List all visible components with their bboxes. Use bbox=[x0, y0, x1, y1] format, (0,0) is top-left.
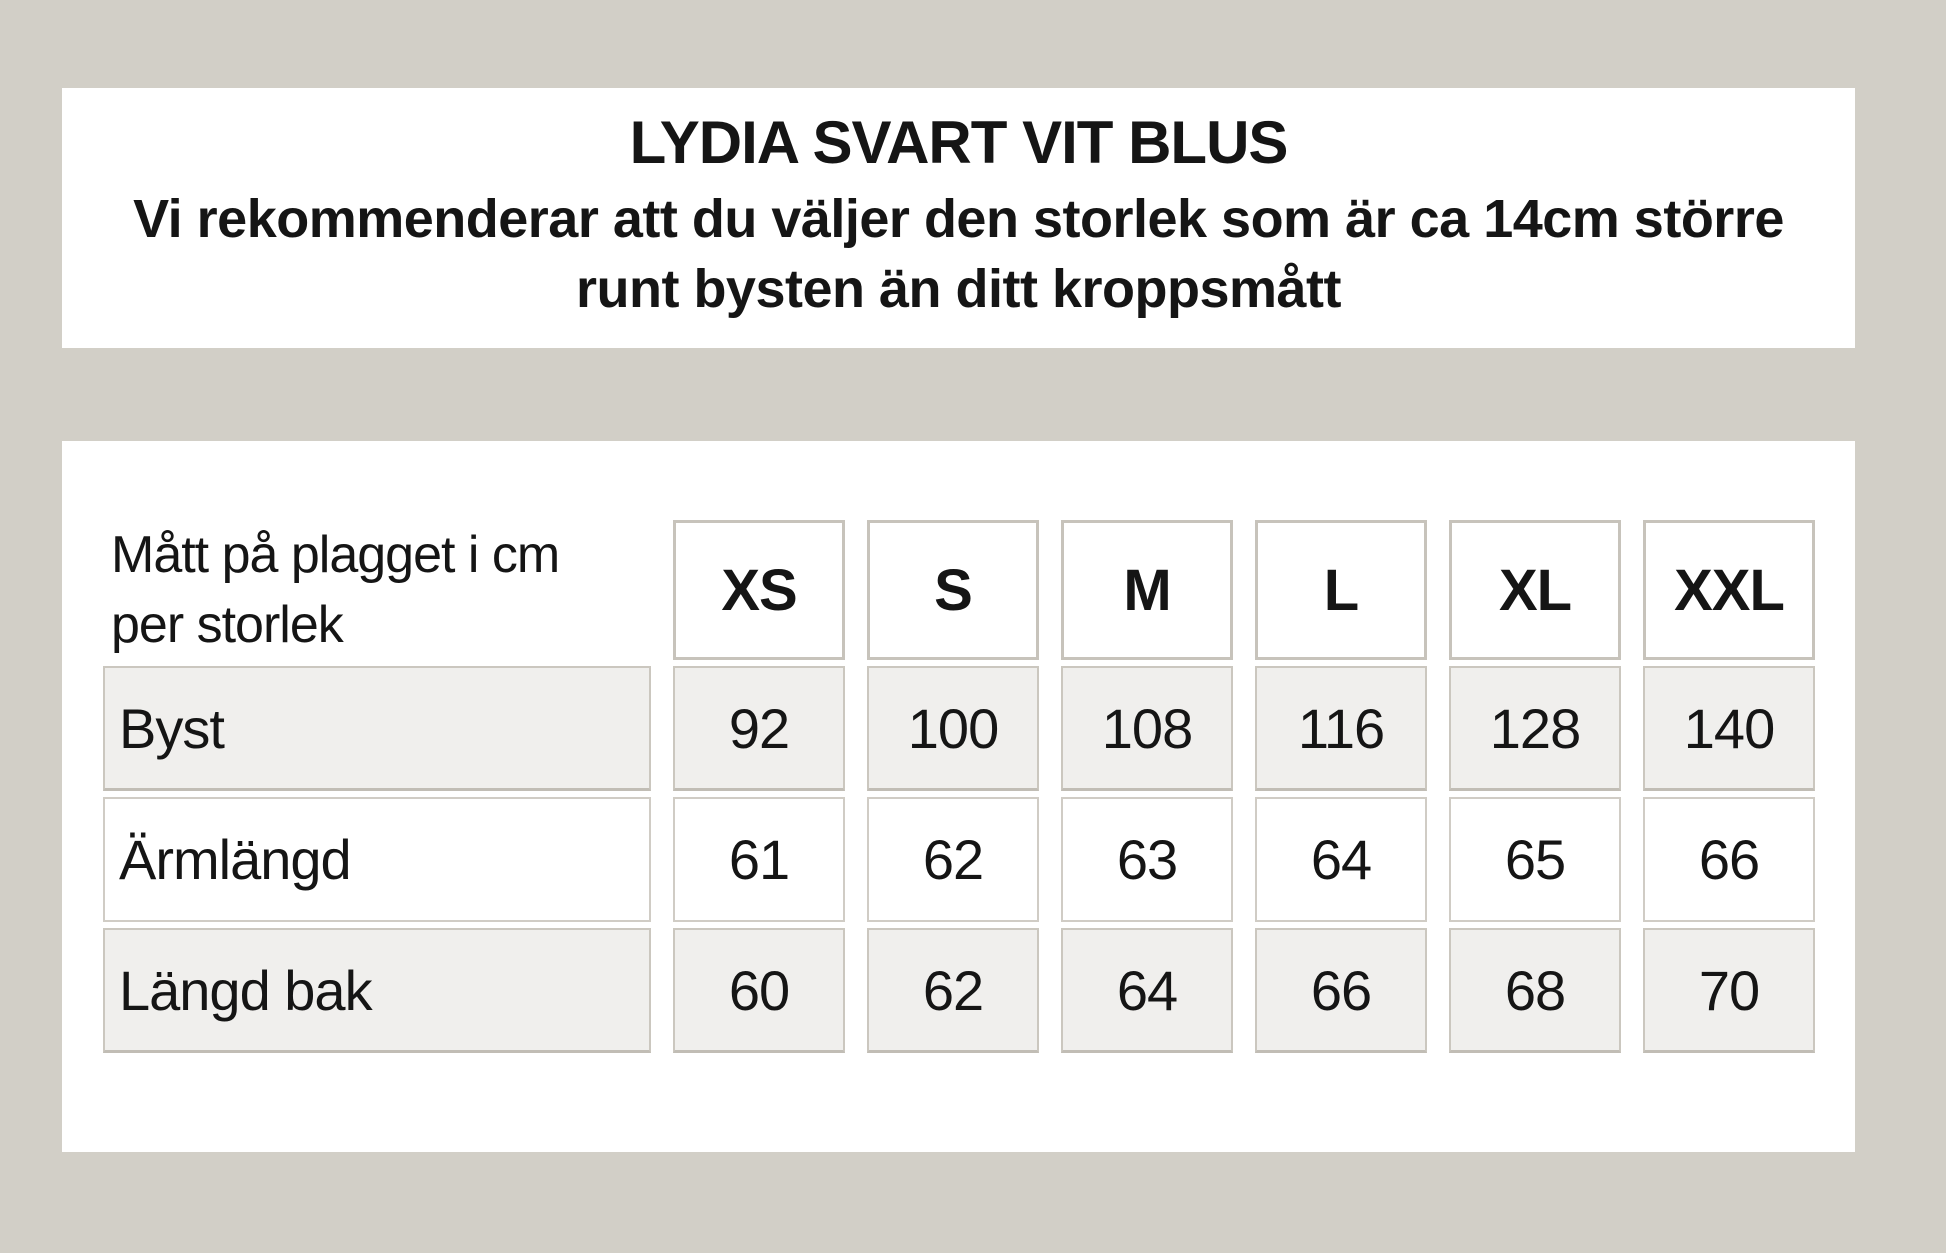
product-title: LYDIA SVART VIT BLUS bbox=[629, 109, 1289, 176]
size-header-xxl: XXL bbox=[1643, 520, 1815, 660]
size-header-xs: XS bbox=[673, 520, 845, 660]
cell-armlangd-xl: 65 bbox=[1449, 797, 1621, 922]
size-recommendation-line1: Vi rekommenderar att du väljer den storl… bbox=[133, 189, 1784, 249]
cell-byst-s: 100 bbox=[867, 666, 1039, 791]
size-header-l: L bbox=[1255, 520, 1427, 660]
cell-armlangd-l: 64 bbox=[1255, 797, 1427, 922]
size-table: Mått på plagget i cm per storlek XS S M … bbox=[103, 520, 1815, 1053]
size-header-s: S bbox=[867, 520, 1039, 660]
corner-label: Mått på plagget i cm per storlek bbox=[103, 520, 651, 660]
cell-armlangd-xs: 61 bbox=[673, 797, 845, 922]
cell-armlangd-s: 62 bbox=[867, 797, 1039, 922]
size-header-xl: XL bbox=[1449, 520, 1621, 660]
cell-byst-xs: 92 bbox=[673, 666, 845, 791]
corner-label-text: Mått på plagget i cm per storlek bbox=[111, 526, 560, 654]
cell-langd-bak-s: 62 bbox=[867, 928, 1039, 1053]
size-header-m: M bbox=[1061, 520, 1233, 660]
cell-armlangd-m: 63 bbox=[1061, 797, 1233, 922]
cell-byst-xxl: 140 bbox=[1643, 666, 1815, 791]
cell-byst-l: 116 bbox=[1255, 666, 1427, 791]
header-card: LYDIA SVART VIT BLUS Vi rekommenderar at… bbox=[62, 88, 1855, 348]
cell-langd-bak-xs: 60 bbox=[673, 928, 845, 1053]
row-label-armlangd: Ärmlängd bbox=[103, 797, 651, 922]
cell-langd-bak-l: 66 bbox=[1255, 928, 1427, 1053]
cell-armlangd-xxl: 66 bbox=[1643, 797, 1815, 922]
cell-langd-bak-xl: 68 bbox=[1449, 928, 1621, 1053]
row-label-byst: Byst bbox=[103, 666, 651, 791]
cell-byst-xl: 128 bbox=[1449, 666, 1621, 791]
cell-langd-bak-m: 64 bbox=[1061, 928, 1233, 1053]
cell-langd-bak-xxl: 70 bbox=[1643, 928, 1815, 1053]
cell-byst-m: 108 bbox=[1061, 666, 1233, 791]
row-label-langd-bak: Längd bak bbox=[103, 928, 651, 1053]
size-table-panel: Mått på plagget i cm per storlek XS S M … bbox=[62, 441, 1855, 1152]
size-recommendation-line2: runt bysten än ditt kroppsmått bbox=[575, 259, 1342, 319]
